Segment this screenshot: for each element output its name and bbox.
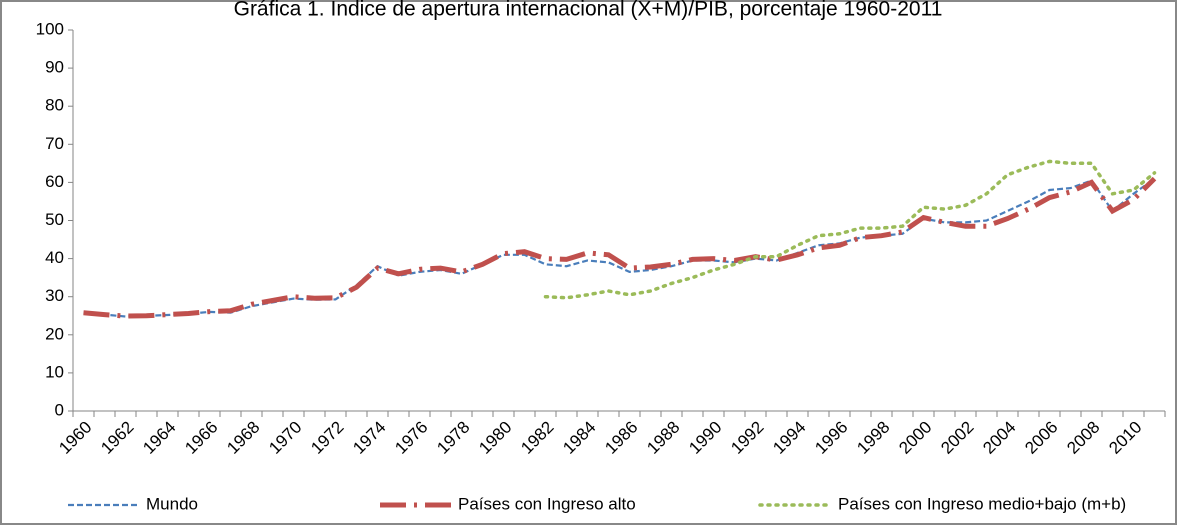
series-line — [83, 177, 1156, 318]
legend-label: Mundo — [146, 494, 198, 513]
y-tick-label: 60 — [45, 172, 64, 191]
y-tick-label: 100 — [36, 19, 64, 38]
y-tick-label: 90 — [45, 58, 64, 77]
y-tick-label: 80 — [45, 96, 64, 115]
y-tick-label: 30 — [45, 286, 64, 305]
y-tick-label: 0 — [55, 400, 64, 419]
series-line — [543, 159, 1157, 300]
y-tick-label: 40 — [45, 248, 64, 267]
y-tick-label: 20 — [45, 324, 64, 343]
legend-label: Países con Ingreso medio+bajo (m+b) — [838, 494, 1126, 513]
series-line — [83, 176, 1157, 319]
y-tick-label: 70 — [45, 134, 64, 153]
legend-label: Países con Ingreso alto — [458, 494, 636, 513]
y-tick-label: 50 — [45, 210, 64, 229]
chart-title: Gráfica 1. Índice de apertura internacio… — [234, 0, 943, 21]
y-tick-label: 10 — [45, 362, 64, 381]
